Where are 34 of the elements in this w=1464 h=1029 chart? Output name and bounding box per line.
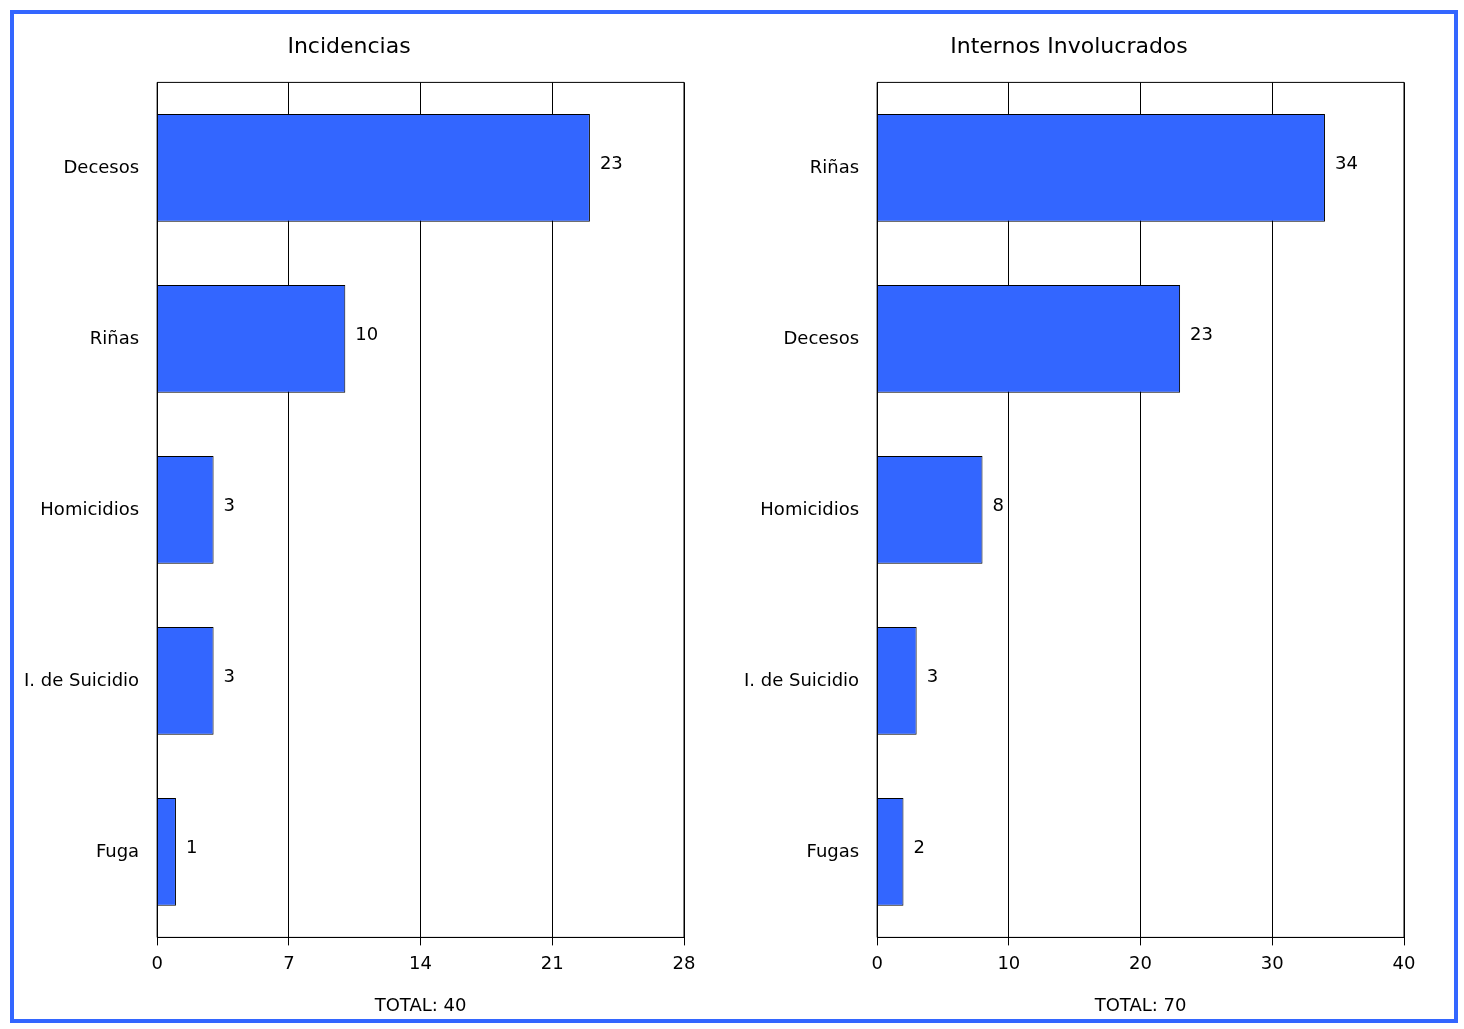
y-tick-label: Homicidios <box>760 497 860 519</box>
chart-title: Incidencias <box>287 32 411 58</box>
x-tick-label: 30 <box>1260 951 1284 973</box>
x-tick-label: 21 <box>540 951 564 973</box>
data-label: 3 <box>926 664 939 686</box>
data-label: 8 <box>992 493 1004 515</box>
y-tick-label: Fugas <box>806 839 860 861</box>
y-tick-label: Decesos <box>783 326 860 348</box>
x-tick-label: 0 <box>151 951 163 973</box>
x-tick-label: 0 <box>871 951 883 973</box>
data-label: 23 <box>1190 322 1213 344</box>
data-label: 34 <box>1334 151 1358 173</box>
x-tick-label: 7 <box>283 951 295 973</box>
text: TOTAL: 70 <box>1093 993 1187 1015</box>
y-tick-label: Riñas <box>809 155 860 177</box>
x-tick-label: 20 <box>1129 951 1153 973</box>
chart-title: Internos Involucrados <box>950 32 1188 58</box>
data-label: 3 <box>223 493 236 515</box>
y-tick-label: Riñas <box>89 326 140 348</box>
data-label: 2 <box>913 835 925 857</box>
data-label: 23 <box>599 151 623 173</box>
y-tick-label: Homicidios <box>40 497 140 519</box>
y-tick-label: Fuga <box>95 839 140 861</box>
data-label: 1 <box>185 835 198 857</box>
y-tick-label: I. de Suicidio <box>23 668 140 690</box>
data-label: 10 <box>355 322 379 344</box>
text: TOTAL: 40 <box>373 993 467 1015</box>
x-tick-label: 10 <box>997 951 1021 973</box>
x-tick-label: 14 <box>409 951 433 973</box>
x-tick-label: 40 <box>1392 951 1416 973</box>
data-label: 3 <box>223 664 236 686</box>
y-tick-label: Decesos <box>63 155 140 177</box>
x-tick-label: 28 <box>672 951 696 973</box>
y-tick-label: I. de Suicidio <box>743 668 860 690</box>
